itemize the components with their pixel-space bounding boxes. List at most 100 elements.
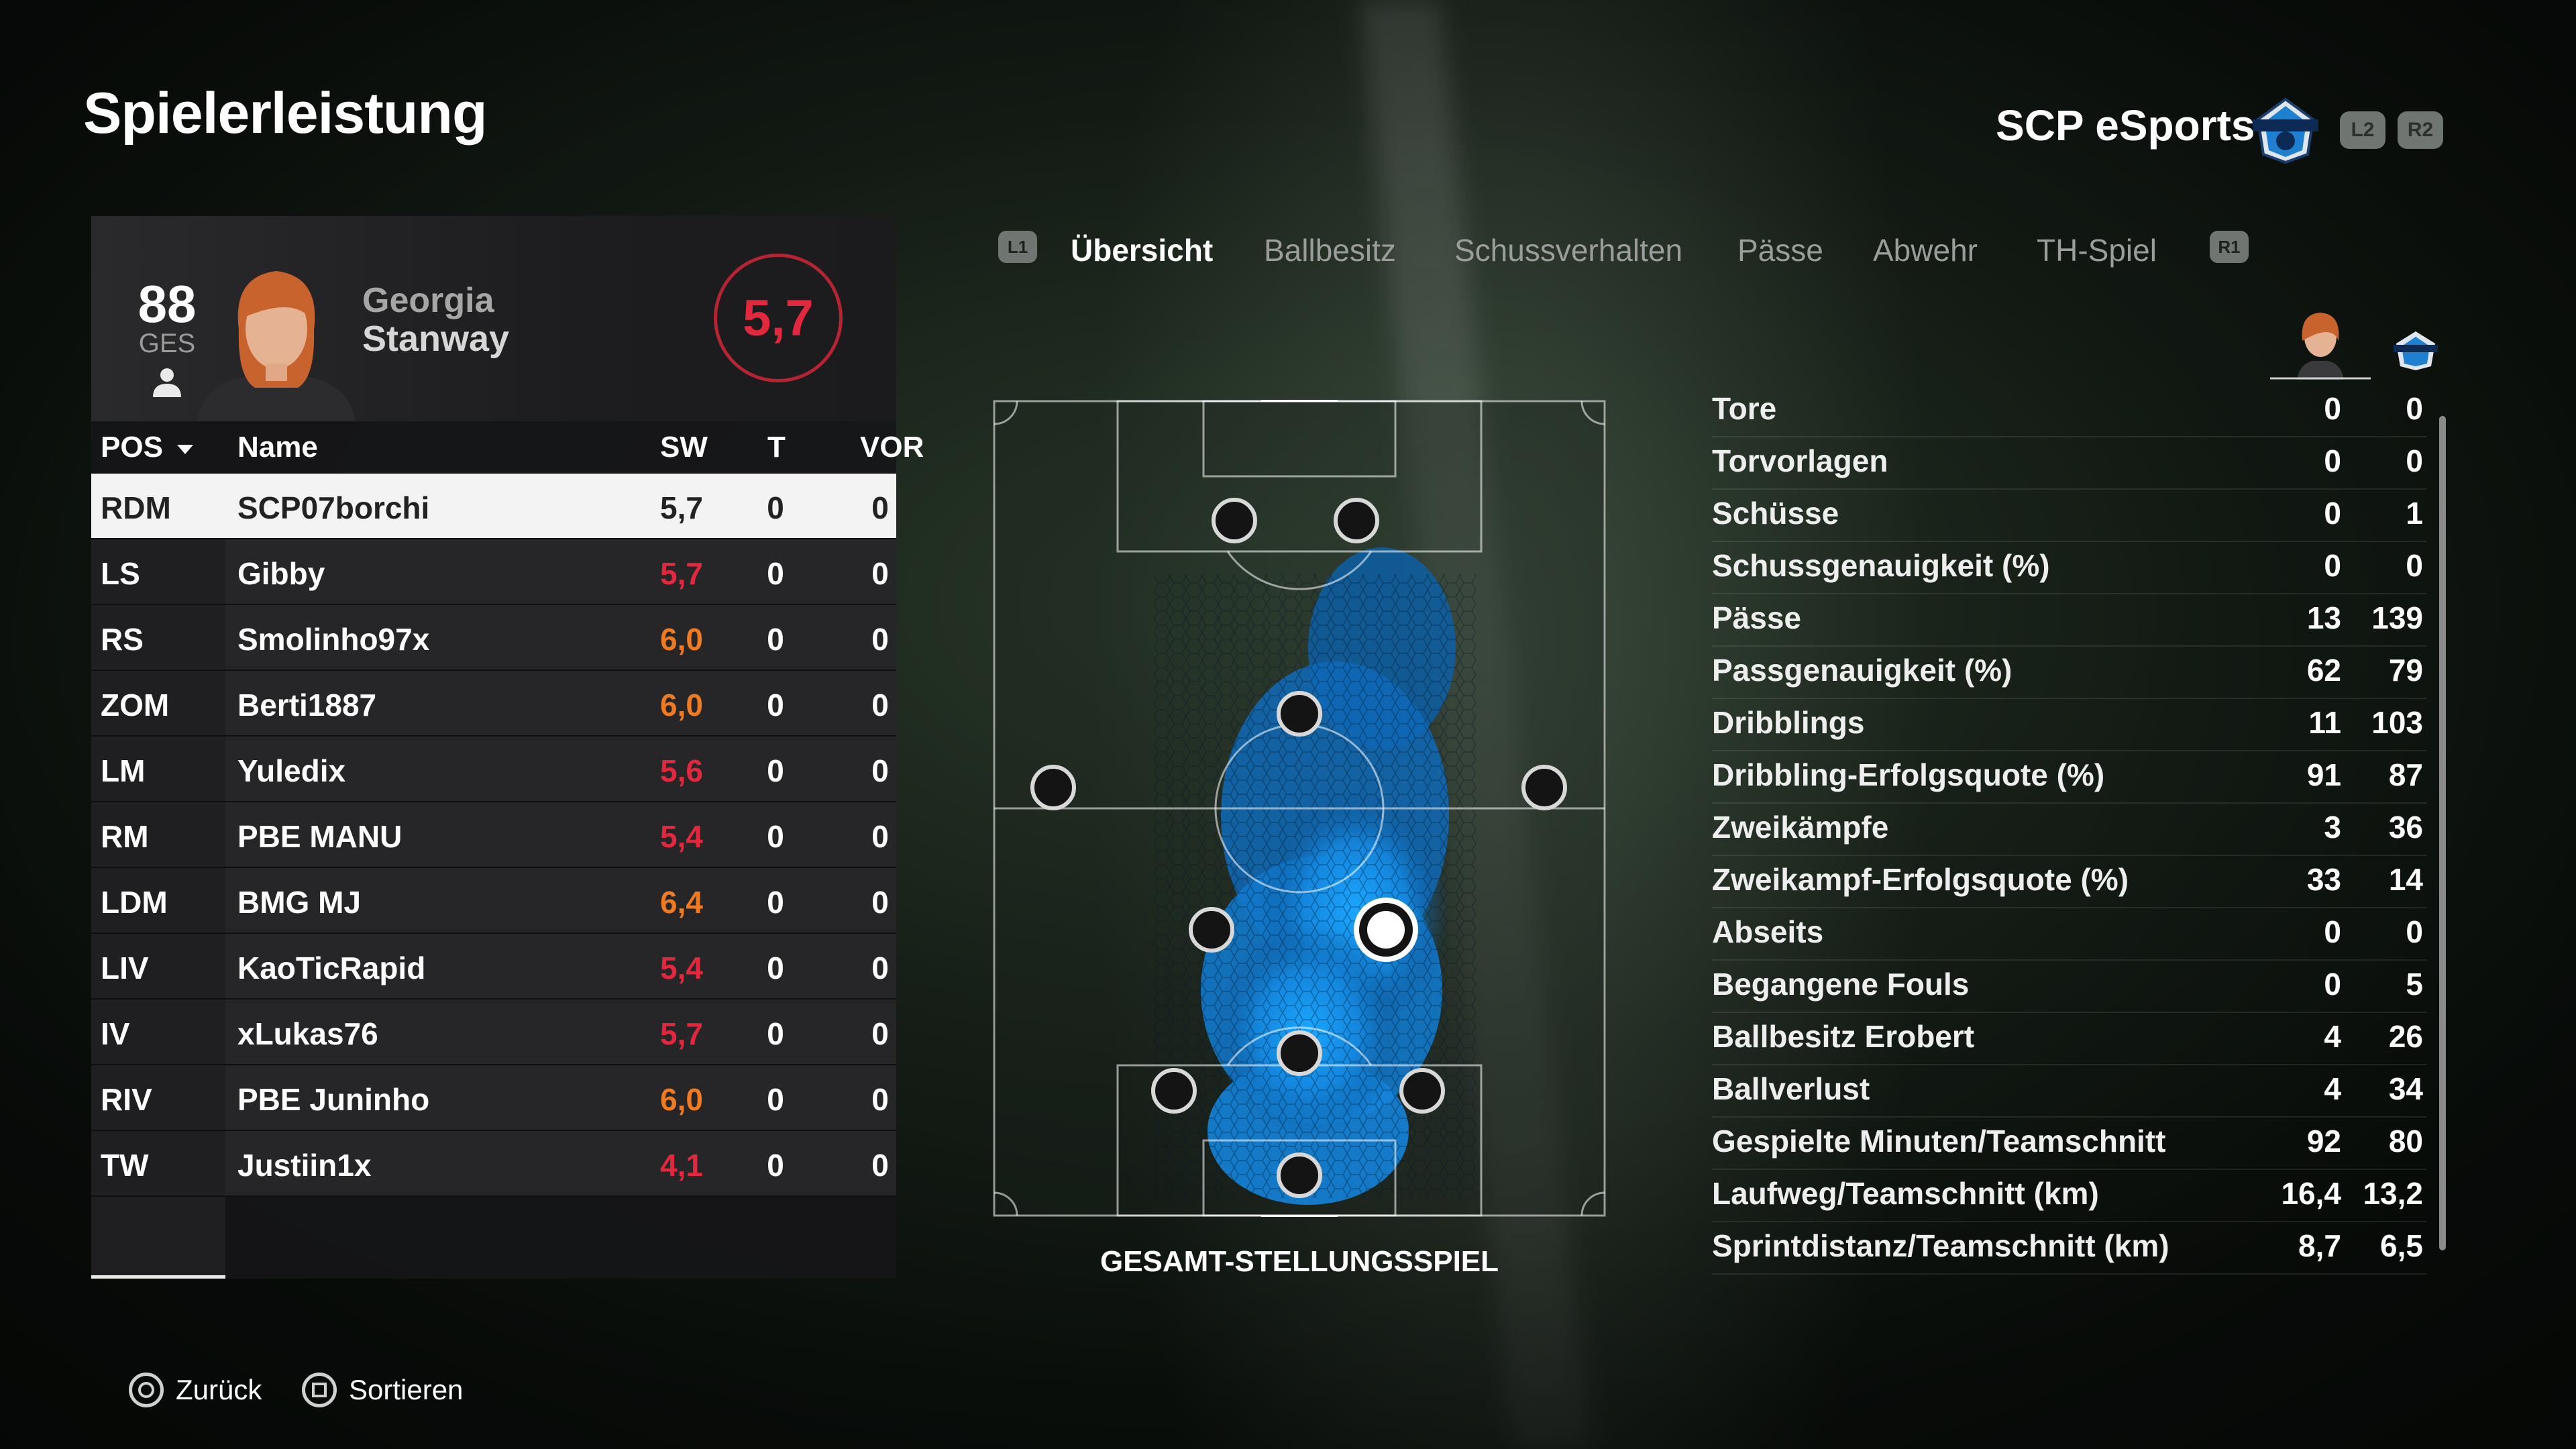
row-position: RM xyxy=(101,819,149,854)
player-panel: 88 GES Georgia Stanway 5,7 POS Name SW T… xyxy=(91,216,924,1279)
row-rating: 5,6 xyxy=(660,753,703,788)
row-player-name: Yuledix xyxy=(237,753,346,788)
tab-th-spiel[interactable]: TH-Spiel xyxy=(2037,233,2157,268)
row-rating: 4,1 xyxy=(660,1148,703,1183)
stat-team-value: 36 xyxy=(2388,810,2423,845)
table-row[interactable]: ZOM Berti1887 6,0 0 0 xyxy=(91,671,896,737)
stat-row: Dribblings 11 103 xyxy=(1712,698,2427,751)
marker-rs xyxy=(1334,498,1379,543)
stat-row: Begangene Fouls 0 5 xyxy=(1712,959,2427,1013)
tab-paesse[interactable]: Pässe xyxy=(1737,233,1823,268)
row-player-name: Justiin1x xyxy=(237,1148,372,1183)
stat-label: Passgenauigkeit (%) xyxy=(1712,653,2012,688)
stats-scrollbar[interactable] xyxy=(2439,416,2446,1250)
row-name-cell xyxy=(225,802,896,867)
row-rating: 5,7 xyxy=(660,490,703,525)
l2-button[interactable]: L2 xyxy=(2340,111,2385,149)
row-player-name: BMG MJ xyxy=(237,885,361,920)
row-assists: 0 xyxy=(871,819,889,854)
stat-team-value: 79 xyxy=(2388,653,2423,688)
row-rating: 6,0 xyxy=(660,688,703,722)
r2-button[interactable]: R2 xyxy=(2398,111,2443,149)
heatmap-caption: GESAMT-STELLUNGSSPIEL xyxy=(1099,1245,1499,1278)
stat-label: Pässe xyxy=(1712,600,1802,635)
stat-player-value: 16,4 xyxy=(2281,1176,2341,1211)
row-name-cell xyxy=(225,1000,896,1064)
square-button-icon xyxy=(302,1373,337,1407)
player-mini-portrait xyxy=(2270,313,2371,380)
stat-player-value: 4 xyxy=(2324,1019,2341,1054)
row-pos-cell xyxy=(91,605,225,669)
row-pos-cell xyxy=(91,474,225,538)
stat-player-value: 92 xyxy=(2306,1124,2341,1159)
table-row[interactable]: LDM BMG MJ 6,4 0 0 xyxy=(91,868,896,934)
column-name-label[interactable]: Name xyxy=(237,431,318,464)
row-goals: 0 xyxy=(767,951,784,985)
stat-player-value: 13 xyxy=(2306,600,2341,635)
row-assists: 0 xyxy=(871,951,889,985)
row-assists: 0 xyxy=(871,1016,889,1051)
stat-player-value: 4 xyxy=(2324,1071,2341,1106)
stat-team-value: 14 xyxy=(2388,862,2423,897)
stat-row: Torvorlagen 0 0 xyxy=(1712,436,2427,490)
stat-label: Gespielte Minuten/Teamschnitt xyxy=(1712,1124,2166,1159)
marker-ls xyxy=(1212,498,1257,543)
row-pos-cell xyxy=(91,737,225,801)
tab-schussverhalten[interactable]: Schussverhalten xyxy=(1454,233,1683,268)
row-name-cell xyxy=(225,539,896,604)
stat-row: Dribbling-Erfolgsquote (%) 91 87 xyxy=(1712,750,2427,804)
stat-team-value: 0 xyxy=(2406,391,2423,426)
r1-button[interactable]: R1 xyxy=(2210,231,2249,263)
row-player-name: xLukas76 xyxy=(237,1016,378,1051)
marker-lm xyxy=(1030,765,1076,810)
stat-player-value: 0 xyxy=(2324,548,2341,583)
table-row[interactable]: RIV PBE Juninho 6,0 0 0 xyxy=(91,1065,896,1131)
row-position: LM xyxy=(101,753,146,788)
person-icon xyxy=(153,368,181,397)
column-vor-label[interactable]: VOR xyxy=(860,431,924,464)
marker-rm xyxy=(1521,765,1567,810)
tab-abwehr[interactable]: Abwehr xyxy=(1873,233,1978,268)
stat-team-value: 5 xyxy=(2406,967,2423,1002)
stat-row: Sprintdistanz/Teamschnitt (km) 8,7 6,5 xyxy=(1712,1221,2427,1275)
stat-player-value: 62 xyxy=(2306,653,2341,688)
row-assists: 0 xyxy=(871,1082,889,1117)
stat-row: Pässe 13 139 xyxy=(1712,593,2427,647)
row-position: RIV xyxy=(101,1082,152,1117)
table-row[interactable]: LS Gibby 5,7 0 0 xyxy=(91,539,896,605)
row-rating: 5,4 xyxy=(660,951,703,985)
stat-label: Ballverlust xyxy=(1712,1071,1870,1106)
table-row[interactable]: LM Yuledix 5,6 0 0 xyxy=(91,737,896,802)
stat-row: Ballbesitz Erobert 4 26 xyxy=(1712,1012,2427,1065)
table-row[interactable]: RS Smolinho97x 6,0 0 0 xyxy=(91,605,896,671)
stat-team-value: 0 xyxy=(2406,914,2423,949)
stat-team-value: 0 xyxy=(2406,548,2423,583)
tab-uebersicht[interactable]: Übersicht xyxy=(1071,233,1214,268)
stat-team-value: 80 xyxy=(2388,1124,2423,1159)
stat-team-value: 1 xyxy=(2406,496,2423,531)
column-sw-label[interactable]: SW xyxy=(660,431,708,464)
table-row[interactable]: IV xLukas76 5,7 0 0 xyxy=(91,1000,896,1065)
table-row[interactable]: RDM SCP07borchi 5,7 0 0 xyxy=(91,474,896,539)
l1-button[interactable]: L1 xyxy=(998,231,1037,263)
stat-team-value: 6,5 xyxy=(2380,1228,2423,1263)
table-row[interactable]: TW Justiin1x 4,1 0 0 xyxy=(91,1131,896,1197)
stat-team-value: 34 xyxy=(2388,1071,2423,1106)
stat-team-value: 13,2 xyxy=(2363,1176,2423,1211)
table-header: POS Name SW T VOR xyxy=(91,421,924,472)
sort-button-label: Sortieren xyxy=(349,1374,464,1405)
stat-label: Schüsse xyxy=(1712,496,1839,531)
column-t-label[interactable]: T xyxy=(767,431,786,464)
row-assists: 0 xyxy=(871,1148,889,1183)
stat-label: Tore xyxy=(1712,391,1777,426)
column-pos-sort[interactable]: POS xyxy=(101,431,195,464)
tab-ballbesitz[interactable]: Ballbesitz xyxy=(1264,233,1396,268)
back-button[interactable]: Zurück xyxy=(129,1373,262,1407)
table-row[interactable]: LIV KaoTicRapid 5,4 0 0 xyxy=(91,934,896,1000)
sort-button[interactable]: Sortieren xyxy=(302,1373,463,1407)
table-row[interactable]: RM PBE MANU 5,4 0 0 xyxy=(91,802,896,868)
stat-player-value: 0 xyxy=(2324,914,2341,949)
row-goals: 0 xyxy=(767,1082,784,1117)
marker-ldm xyxy=(1189,907,1234,953)
position-markers xyxy=(1030,498,1567,1198)
